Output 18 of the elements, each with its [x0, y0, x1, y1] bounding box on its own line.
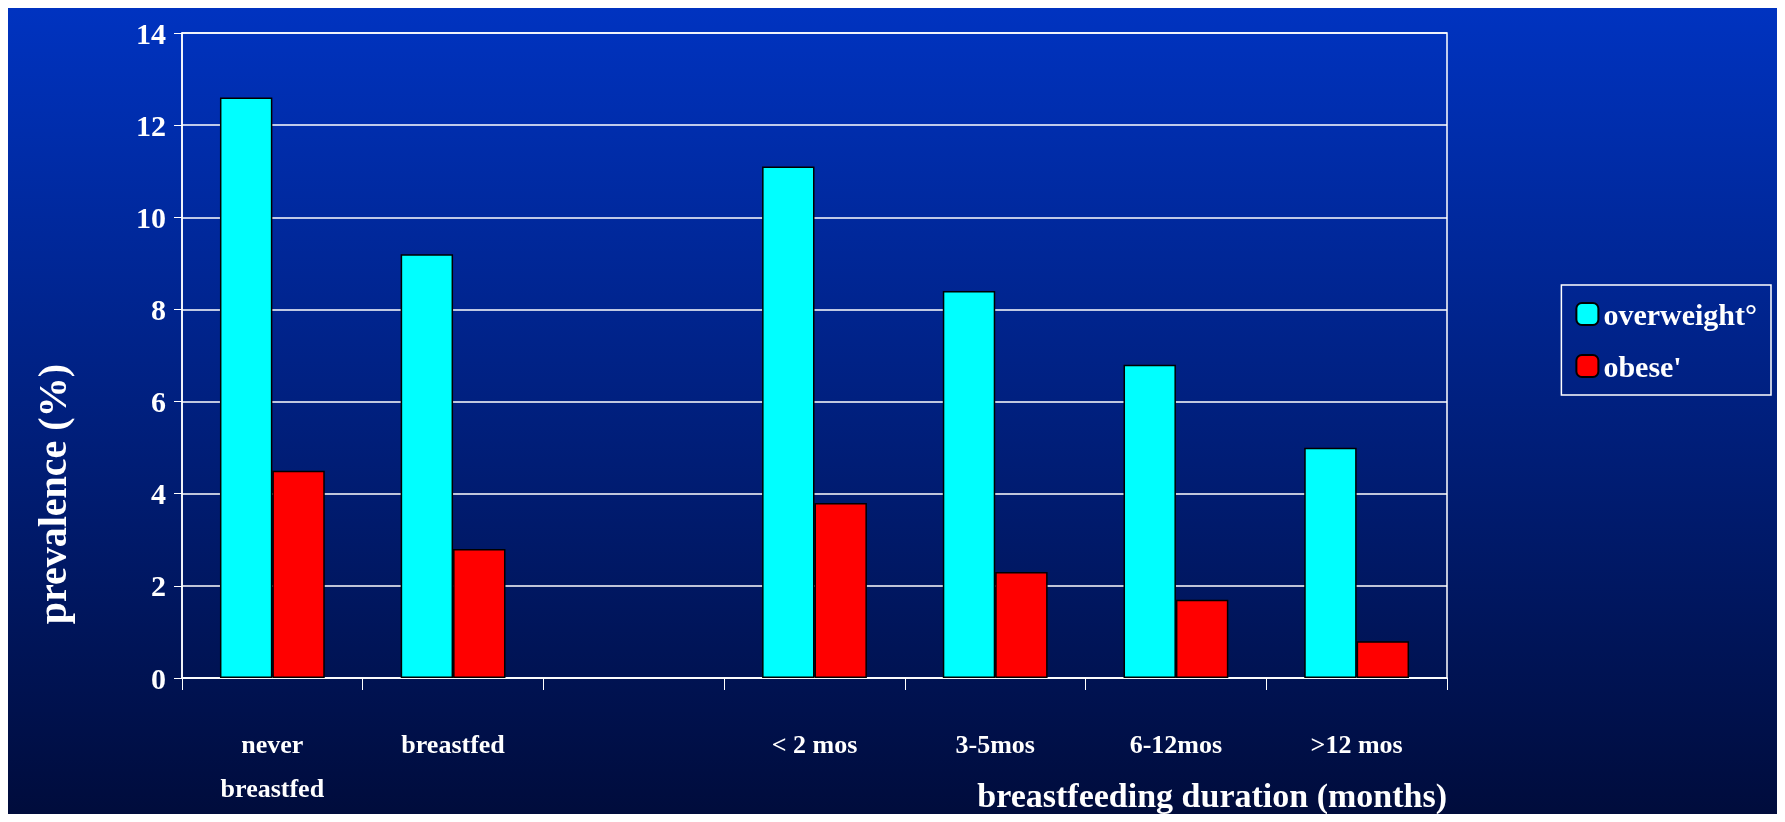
y-tick-label: 4 — [151, 477, 166, 511]
y-tick-label: 2 — [151, 569, 166, 603]
x-tick-label: breastfed — [401, 729, 506, 759]
y-tick-label: 10 — [136, 200, 166, 234]
y-tick-label: 6 — [151, 385, 166, 419]
y-tick-label: 14 — [136, 16, 166, 50]
y-tick-label: 12 — [136, 108, 166, 142]
legend-label: obese' — [1603, 349, 1682, 383]
y-tick-label: 8 — [151, 292, 166, 326]
x-axis-title: breastfeeding duration (months) — [977, 776, 1448, 815]
x-tick-label: 3-5mos — [955, 729, 1035, 759]
legend-label: overweight° — [1603, 297, 1758, 331]
x-tick-label: >12 mos — [1310, 729, 1403, 759]
x-tick-label: never breastfed — [220, 729, 325, 803]
x-tick-label: < 2 mos — [771, 729, 858, 759]
y-tick-label: 0 — [151, 661, 166, 695]
y-axis-title: prevalence (%) — [29, 364, 75, 625]
x-tick-label: 6-12mos — [1129, 729, 1223, 759]
